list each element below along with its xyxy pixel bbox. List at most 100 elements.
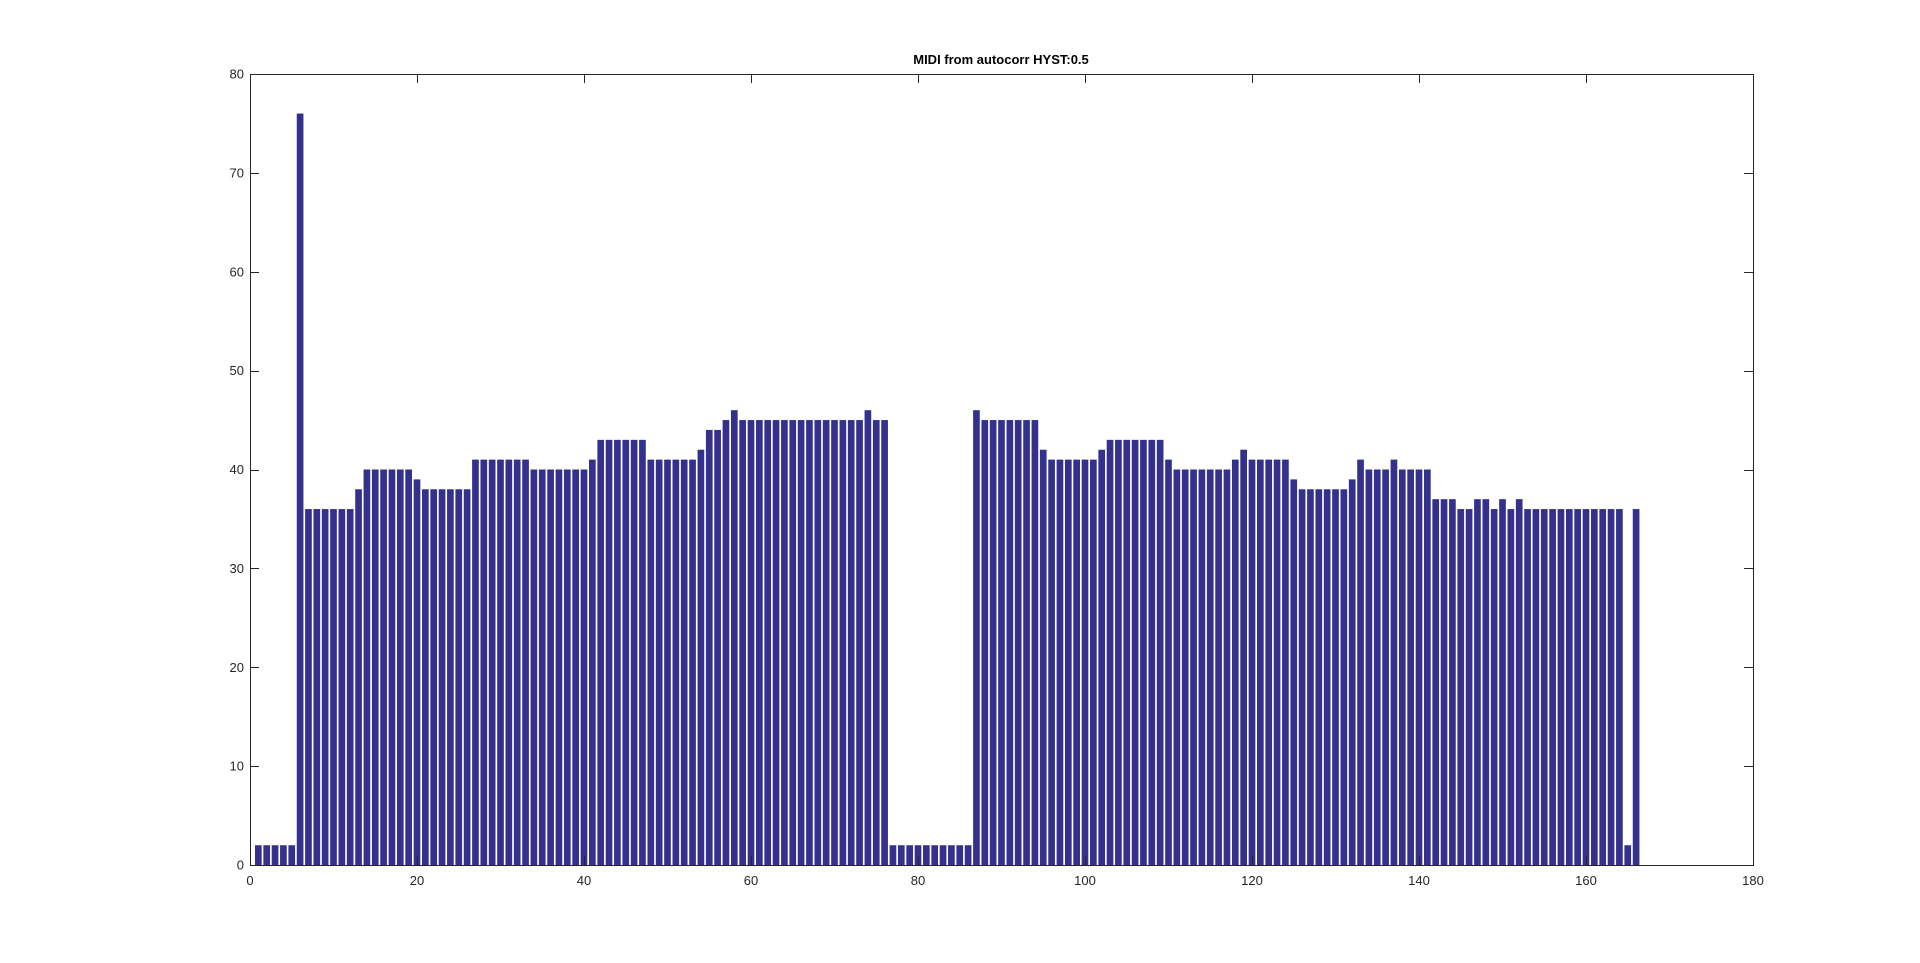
bar (923, 845, 930, 865)
bar (1265, 459, 1273, 865)
bar (280, 845, 287, 865)
bar (455, 489, 463, 865)
bar (772, 420, 780, 865)
bar (255, 845, 262, 865)
bar (1248, 459, 1256, 865)
y-axis: 0 10 20 30 40 50 60 70 80 (230, 67, 1753, 873)
x-axis: 0 20 40 60 80 100 120 140 160 180 (246, 74, 1764, 888)
bar (1440, 499, 1448, 865)
bar (1357, 459, 1364, 865)
bar (263, 845, 271, 865)
chart-title: MIDI from autocorr HYST:0.5 (913, 52, 1089, 67)
bar (1056, 459, 1064, 865)
bar (1532, 509, 1540, 865)
bar (1348, 479, 1356, 865)
bar (1565, 509, 1573, 865)
bar (964, 845, 972, 865)
bar (906, 845, 913, 865)
bar (872, 420, 880, 865)
bar (1390, 459, 1398, 865)
bar (497, 459, 504, 865)
bar (680, 459, 688, 865)
bar (396, 469, 404, 865)
bar (572, 469, 579, 865)
bar (881, 420, 888, 865)
bar (739, 420, 746, 865)
bar (1240, 449, 1247, 865)
bar (288, 845, 296, 865)
bar (363, 469, 371, 865)
bar (346, 509, 354, 865)
bar (1223, 469, 1231, 865)
x-tick-label: 180 (1742, 873, 1764, 888)
x-tick-label: 140 (1408, 873, 1430, 888)
bar (672, 459, 680, 865)
bar (1340, 489, 1348, 865)
bar (781, 420, 788, 865)
bar (689, 459, 696, 865)
bar (480, 459, 488, 865)
bar (789, 420, 797, 865)
bar (1064, 459, 1072, 865)
bar (806, 420, 813, 865)
bar (822, 420, 830, 865)
bar (1073, 459, 1080, 865)
bar (1215, 469, 1222, 865)
bar (1165, 459, 1172, 865)
bar (380, 469, 387, 865)
bar (722, 420, 730, 865)
bar (371, 469, 379, 865)
bar (563, 469, 571, 865)
bar (597, 439, 605, 865)
bar (1499, 499, 1506, 865)
bar (747, 420, 755, 865)
bar (1081, 459, 1089, 865)
bar (1591, 509, 1598, 865)
bar (1257, 459, 1264, 865)
bar (655, 459, 663, 865)
bar (1106, 439, 1114, 865)
x-tick-label: 120 (1241, 873, 1263, 888)
bar (388, 469, 396, 865)
x-tick-label: 40 (577, 873, 591, 888)
bar (1465, 509, 1473, 865)
bar (897, 845, 905, 865)
bar (463, 489, 471, 865)
bar (338, 509, 346, 865)
bar (447, 489, 454, 865)
bar (1131, 439, 1139, 865)
y-tick-label: 80 (230, 67, 244, 82)
bar (538, 469, 546, 865)
bar (1549, 509, 1556, 865)
bar (413, 479, 421, 865)
bar (1624, 845, 1632, 865)
bar (639, 439, 646, 865)
bar (438, 489, 446, 865)
bar (764, 420, 772, 865)
bar (730, 410, 738, 865)
bar (271, 845, 279, 865)
bar (1432, 499, 1440, 865)
bar (547, 469, 554, 865)
bar (989, 420, 997, 865)
bar (522, 459, 529, 865)
bar (630, 439, 638, 865)
bar (1298, 489, 1306, 865)
bar (296, 113, 304, 866)
y-tick-label: 20 (230, 660, 244, 675)
bar (1098, 449, 1106, 865)
bar (1173, 469, 1181, 865)
y-tick-label: 0 (237, 858, 244, 873)
bar (756, 420, 763, 865)
bar (831, 420, 838, 865)
bar (1365, 469, 1373, 865)
y-tick-label: 50 (230, 363, 244, 378)
bar (405, 469, 412, 865)
bar (1282, 459, 1289, 865)
y-tick-label: 60 (230, 264, 244, 279)
x-tick-label: 80 (911, 873, 925, 888)
bar (1039, 449, 1047, 865)
bar (1524, 509, 1531, 865)
bar (1373, 469, 1381, 865)
bar (1307, 489, 1314, 865)
